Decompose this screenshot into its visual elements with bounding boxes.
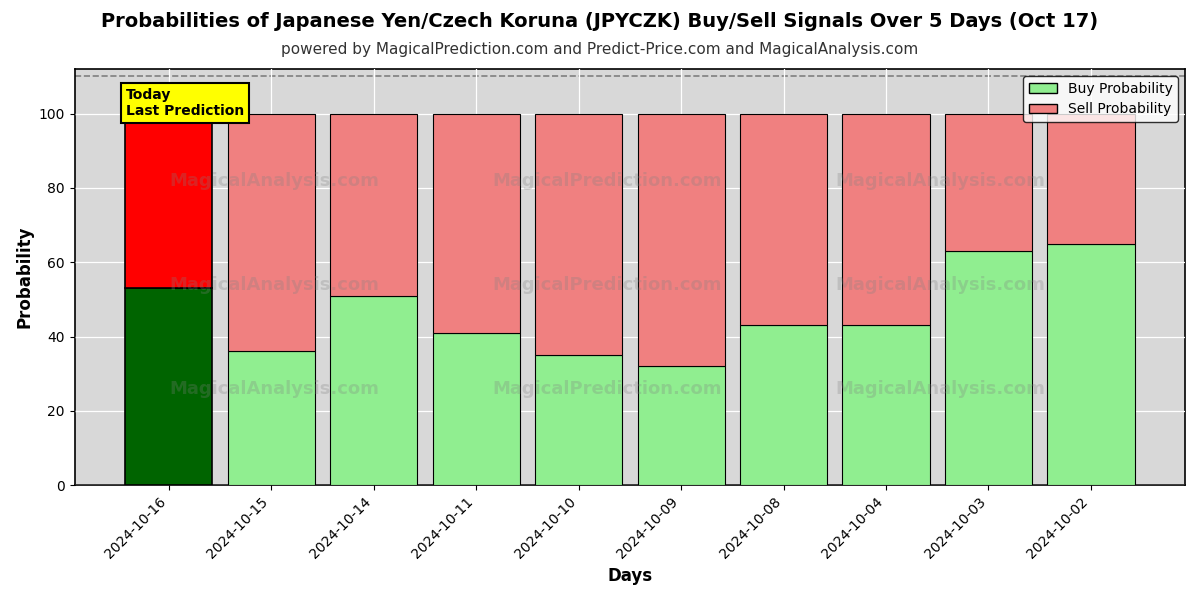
Bar xyxy=(842,113,930,325)
Text: MagicalPrediction.com: MagicalPrediction.com xyxy=(493,380,722,398)
Text: MagicalPrediction.com: MagicalPrediction.com xyxy=(493,277,722,295)
Legend: Buy Probability, Sell Probability: Buy Probability, Sell Probability xyxy=(1024,76,1178,122)
Text: MagicalAnalysis.com: MagicalAnalysis.com xyxy=(835,172,1045,190)
Bar xyxy=(637,113,725,366)
Bar xyxy=(842,325,930,485)
Y-axis label: Probability: Probability xyxy=(16,226,34,328)
Bar xyxy=(944,113,1032,251)
Text: MagicalAnalysis.com: MagicalAnalysis.com xyxy=(835,277,1045,295)
Text: MagicalPrediction.com: MagicalPrediction.com xyxy=(493,172,722,190)
X-axis label: Days: Days xyxy=(607,567,653,585)
Bar xyxy=(535,113,622,355)
Text: Today
Last Prediction: Today Last Prediction xyxy=(126,88,244,118)
Bar xyxy=(1048,244,1134,485)
Bar xyxy=(125,113,212,288)
Text: MagicalAnalysis.com: MagicalAnalysis.com xyxy=(169,380,379,398)
Bar xyxy=(228,113,314,352)
Bar xyxy=(1048,113,1134,244)
Bar xyxy=(637,366,725,485)
Text: MagicalAnalysis.com: MagicalAnalysis.com xyxy=(835,380,1045,398)
Bar xyxy=(125,288,212,485)
Bar xyxy=(944,251,1032,485)
Bar xyxy=(740,113,827,325)
Bar xyxy=(330,296,418,485)
Bar xyxy=(228,352,314,485)
Text: MagicalAnalysis.com: MagicalAnalysis.com xyxy=(169,172,379,190)
Bar xyxy=(432,113,520,333)
Text: Probabilities of Japanese Yen/Czech Koruna (JPYCZK) Buy/Sell Signals Over 5 Days: Probabilities of Japanese Yen/Czech Koru… xyxy=(102,12,1098,31)
Text: powered by MagicalPrediction.com and Predict-Price.com and MagicalAnalysis.com: powered by MagicalPrediction.com and Pre… xyxy=(281,42,919,57)
Bar xyxy=(740,325,827,485)
Text: MagicalAnalysis.com: MagicalAnalysis.com xyxy=(169,277,379,295)
Bar xyxy=(535,355,622,485)
Bar xyxy=(330,113,418,296)
Bar xyxy=(432,333,520,485)
